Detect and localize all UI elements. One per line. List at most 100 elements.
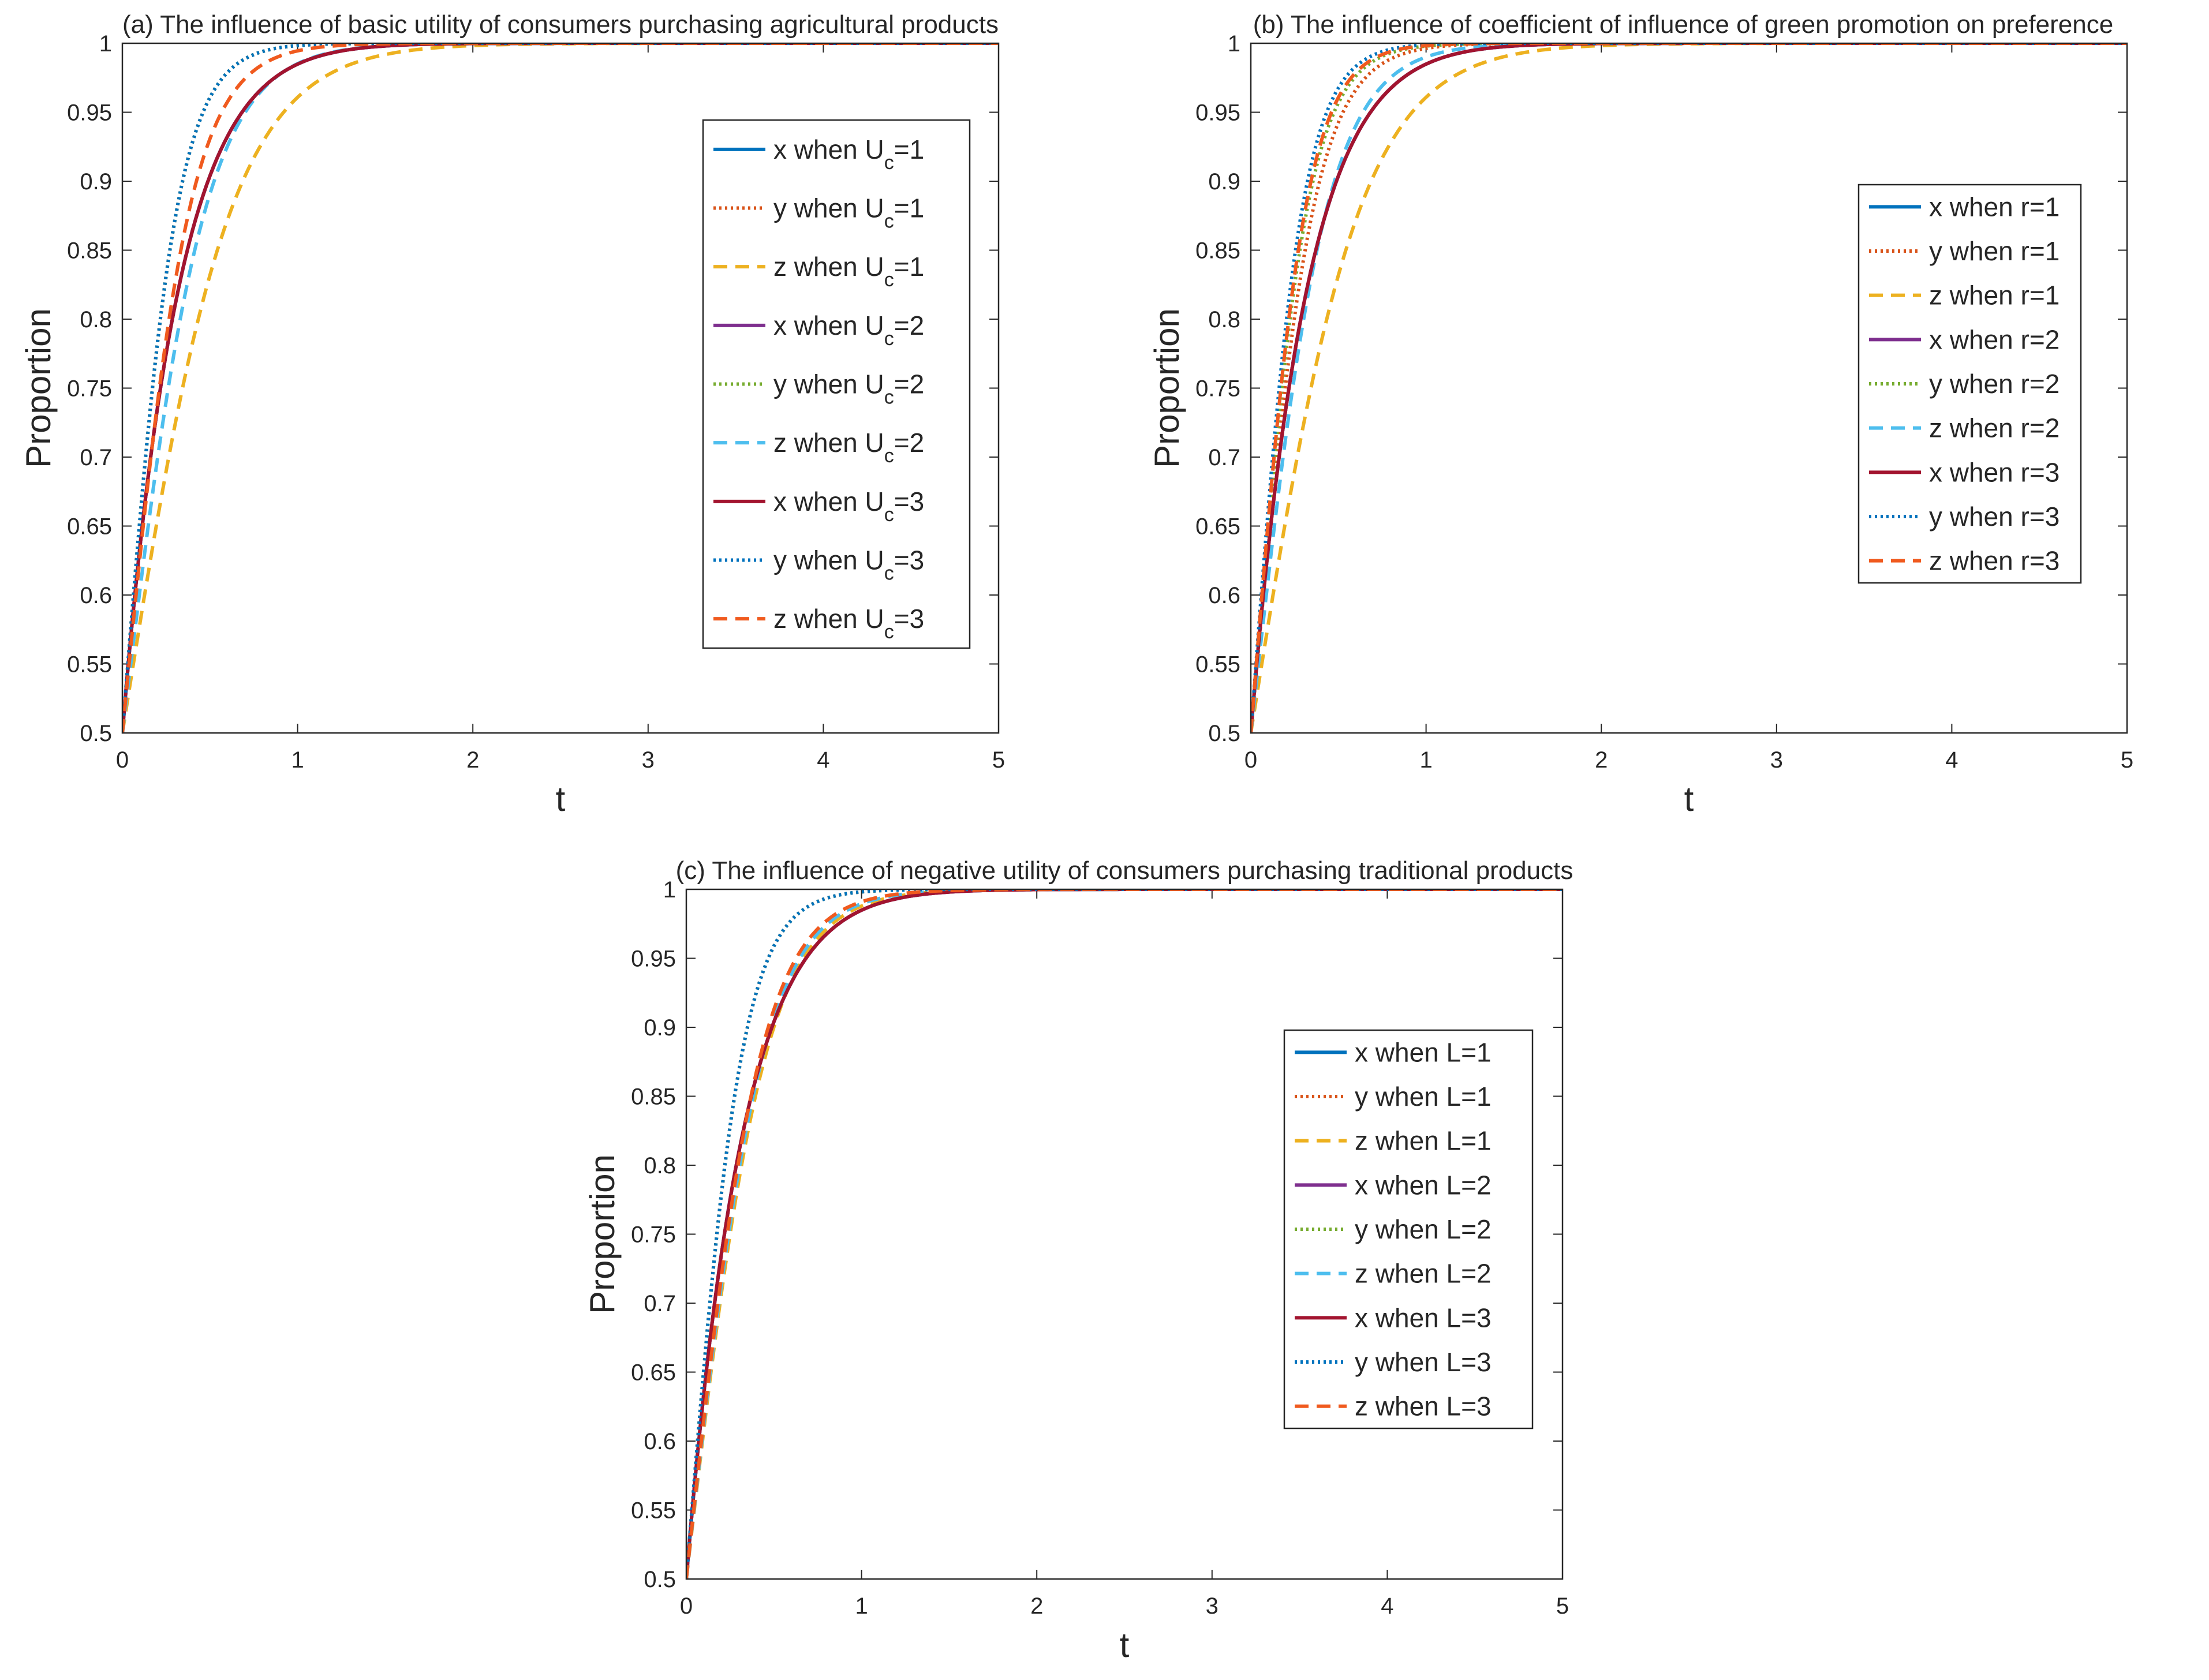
y-axis-label: Proportion — [583, 1154, 622, 1314]
y-tick-label: 0.95 — [1195, 100, 1240, 126]
y-tick-label: 0.65 — [631, 1360, 676, 1386]
legend-label: z when r=3 — [1929, 546, 2060, 576]
y-tick-label: 0.55 — [631, 1498, 676, 1524]
legend-label: z when L=3 — [1355, 1391, 1492, 1421]
x-tick-label: 4 — [1945, 747, 1958, 773]
y-tick-label: 0.8 — [644, 1153, 676, 1178]
y-tick-label: 0.75 — [1195, 376, 1240, 402]
y-tick-label: 0.9 — [80, 169, 112, 194]
y-tick-label: 0.6 — [644, 1429, 676, 1454]
y-tick-label: 0.85 — [631, 1084, 676, 1110]
legend-label: y when L=3 — [1355, 1347, 1492, 1377]
x-tick-label: 0 — [1244, 747, 1257, 773]
y-tick-label: 0.95 — [67, 100, 112, 126]
chart-title: (c) The influence of negative utility of… — [676, 856, 1573, 885]
y-tick-label: 0.55 — [1195, 652, 1240, 678]
y-tick-label: 0.8 — [1208, 307, 1240, 332]
x-tick-label: 1 — [291, 747, 304, 773]
y-tick-label: 0.5 — [1208, 721, 1240, 746]
x-tick-label: 3 — [642, 747, 655, 773]
series-line-x-7 — [686, 889, 1563, 1579]
legend-label: y when r=1 — [1929, 236, 2060, 266]
y-tick-label: 1 — [99, 31, 112, 57]
legend-label: x when L=3 — [1355, 1303, 1492, 1333]
axes-frame — [1250, 42, 2128, 734]
series-line-x-7 — [1251, 43, 2127, 733]
series-line-z-3 — [1251, 43, 2127, 733]
y-tick-label: 0.6 — [80, 583, 112, 608]
chart-title: (b) The influence of coefficient of infl… — [1253, 10, 2113, 39]
x-axis-label: t — [556, 780, 566, 818]
series-line-x-7 — [122, 43, 999, 733]
x-tick-label: 5 — [1556, 1593, 1569, 1619]
series-line-z-9 — [686, 889, 1563, 1579]
legend-label: z when L=2 — [1355, 1259, 1492, 1289]
x-tick-label: 0 — [116, 747, 129, 773]
series-line-z-6 — [1251, 43, 2127, 733]
y-tick-label: 0.8 — [80, 307, 112, 332]
legend-box — [702, 119, 971, 649]
legend-label: x when r=1 — [1929, 192, 2060, 222]
legend: x when Uc=1y when Uc=1z when Uc=1x when … — [702, 119, 971, 649]
y-tick-label: 0.85 — [67, 238, 112, 264]
chart-panel-a: (a) The influence of basic utility of co… — [19, 10, 1005, 818]
legend-label: x when r=2 — [1929, 324, 2060, 354]
y-axis-label: Proportion — [1148, 308, 1186, 468]
legend-label: y when r=3 — [1929, 502, 2060, 532]
x-tick-label: 2 — [1030, 1593, 1043, 1619]
x-tick-label: 2 — [466, 747, 479, 773]
x-tick-label: 5 — [992, 747, 1005, 773]
series-line-z-6 — [686, 889, 1563, 1579]
chart-title: (a) The influence of basic utility of co… — [122, 10, 999, 39]
chart-panel-b: (b) The influence of coefficient of infl… — [1148, 10, 2133, 818]
x-tick-label: 4 — [1381, 1593, 1393, 1619]
legend-box — [1857, 184, 2082, 584]
y-tick-label: 0.6 — [1208, 583, 1240, 608]
legend: x when L=1 y when L=1 z when L=1 x when L=2… — [1283, 1029, 1534, 1430]
series-line-y-8 — [122, 43, 999, 733]
series-lines — [686, 889, 1563, 1579]
y-tick-label: 0.7 — [80, 445, 112, 470]
y-tick-label: 0.65 — [1195, 514, 1240, 540]
x-tick-label: 2 — [1595, 747, 1608, 773]
axes-frame — [685, 888, 1564, 1580]
legend-label: x when L=1 — [1355, 1037, 1492, 1067]
y-tick-label: 0.5 — [80, 721, 112, 746]
legend-label: x when r=3 — [1929, 457, 2060, 487]
x-tick-label: 0 — [680, 1593, 693, 1619]
legend-label: z when L=1 — [1355, 1126, 1492, 1156]
y-tick-label: 0.5 — [644, 1567, 676, 1592]
series-lines — [1251, 43, 2127, 733]
x-tick-label: 1 — [1419, 747, 1432, 773]
x-tick-label: 3 — [1770, 747, 1783, 773]
axes-frame — [121, 42, 1000, 734]
y-tick-label: 1 — [1228, 31, 1240, 57]
legend: x when r=1 y when r=1 z when r=1 x when r=2… — [1857, 184, 2082, 584]
x-tick-label: 3 — [1206, 1593, 1218, 1619]
x-tick-label: 4 — [817, 747, 829, 773]
series-line-z-3 — [122, 43, 999, 733]
x-tick-label: 5 — [2121, 747, 2133, 773]
y-tick-label: 0.65 — [67, 514, 112, 540]
x-axis-label: t — [1684, 780, 1694, 818]
y-axis-label: Proportion — [19, 308, 58, 468]
y-tick-label: 0.75 — [67, 376, 112, 402]
legend-label: x when L=2 — [1355, 1170, 1492, 1200]
y-tick-label: 0.7 — [644, 1291, 676, 1316]
y-tick-label: 0.7 — [1208, 445, 1240, 470]
x-axis-label: t — [1120, 1626, 1130, 1664]
y-tick-label: 0.75 — [631, 1222, 676, 1248]
y-tick-label: 1 — [663, 877, 676, 903]
legend-label: y when L=2 — [1355, 1214, 1492, 1244]
y-tick-label: 0.85 — [1195, 238, 1240, 264]
x-tick-label: 1 — [855, 1593, 868, 1619]
y-tick-label: 0.9 — [644, 1015, 676, 1041]
legend-label: y when r=2 — [1929, 369, 2060, 399]
legend-label: z when r=2 — [1929, 413, 2060, 443]
legend-label: z when r=1 — [1929, 280, 2060, 310]
legend-label: y when L=1 — [1355, 1082, 1492, 1112]
y-tick-label: 0.55 — [67, 652, 112, 678]
y-tick-label: 0.9 — [1208, 169, 1240, 194]
y-tick-label: 0.95 — [631, 946, 676, 972]
